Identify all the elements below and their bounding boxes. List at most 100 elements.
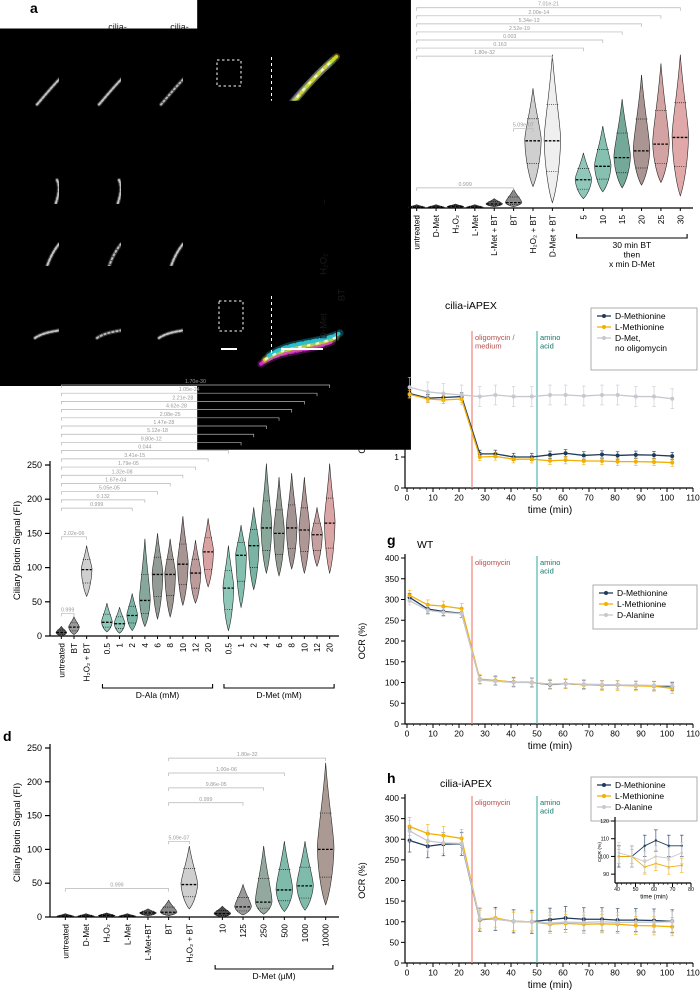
svg-text:1.47e-28: 1.47e-28 xyxy=(153,420,174,426)
svg-text:250: 250 xyxy=(260,924,269,938)
svg-text:110: 110 xyxy=(686,729,700,739)
svg-text:1.00e-06: 1.00e-06 xyxy=(216,767,237,773)
svg-text:350: 350 xyxy=(385,814,399,824)
svg-text:120: 120 xyxy=(600,819,609,825)
svg-text:0: 0 xyxy=(394,719,399,729)
series-L-Methionine xyxy=(617,848,684,875)
panel-g-chart: WT 0 50 100 150 200 250 300 350 400 0 10 20 30 40 50 60 7… xyxy=(357,539,700,752)
svg-text:10: 10 xyxy=(218,924,227,934)
svg-text:2: 2 xyxy=(394,421,399,431)
svg-text:0: 0 xyxy=(405,968,410,978)
svg-text:2.00e-14: 2.00e-14 xyxy=(528,10,549,16)
panel-label-d: d xyxy=(3,728,12,744)
violin-plot: 0 50 100 150 200 250 Ciliary Biotin Signal (FI… xyxy=(12,743,339,981)
svg-text:L-Methionine: L-Methionine xyxy=(617,599,666,609)
svg-text:1.32e-08: 1.32e-08 xyxy=(112,469,133,475)
svg-text:500: 500 xyxy=(280,924,289,938)
svg-text:70: 70 xyxy=(584,493,594,503)
svg-text:40: 40 xyxy=(506,968,516,978)
svg-text:L-Methionine: L-Methionine xyxy=(615,791,664,801)
svg-text:1.79e-05: 1.79e-05 xyxy=(118,461,139,467)
svg-text:1.70e-30: 1.70e-30 xyxy=(185,379,206,385)
svg-text:L-Met + BT: L-Met + BT xyxy=(490,215,499,256)
svg-text:untreated: untreated xyxy=(57,643,66,678)
svg-text:50: 50 xyxy=(532,968,542,978)
svg-text:12: 12 xyxy=(192,643,201,653)
svg-text:200: 200 xyxy=(379,69,394,79)
svg-text:D-Met (µM): D-Met (µM) xyxy=(252,971,295,981)
svg-text:D-Alanine: D-Alanine xyxy=(615,802,653,812)
svg-text:200: 200 xyxy=(27,777,42,787)
svg-text:0.003: 0.003 xyxy=(503,34,516,40)
panel-b-row-label-dmet: D-Met xyxy=(318,313,330,339)
svg-text:1000: 1000 xyxy=(301,924,310,943)
panel-label-g: g xyxy=(387,532,396,548)
svg-text:20: 20 xyxy=(454,493,464,503)
svg-text:6: 6 xyxy=(275,643,284,648)
svg-text:100: 100 xyxy=(27,844,42,854)
svg-text:100: 100 xyxy=(660,729,674,739)
svg-text:4.62e-28: 4.62e-28 xyxy=(166,404,187,410)
svg-text:50: 50 xyxy=(532,493,542,503)
svg-text:0.132: 0.132 xyxy=(96,494,109,500)
svg-text:2: 2 xyxy=(250,643,259,648)
svg-text:30: 30 xyxy=(676,215,685,225)
svg-text:30: 30 xyxy=(480,493,490,503)
svg-text:100: 100 xyxy=(385,917,399,927)
svg-text:100: 100 xyxy=(660,968,674,978)
svg-text:untreated: untreated xyxy=(413,215,422,250)
svg-text:250: 250 xyxy=(385,855,399,865)
svg-text:50: 50 xyxy=(390,698,400,708)
panel-label-h: h xyxy=(387,770,396,786)
panel-b-row-label-untreated: – xyxy=(318,199,330,205)
svg-text:time (min): time (min) xyxy=(528,980,572,991)
svg-text:250: 250 xyxy=(379,35,394,45)
svg-text:40: 40 xyxy=(614,887,620,893)
svg-text:D-Methionine: D-Methionine xyxy=(615,311,666,321)
svg-text:0: 0 xyxy=(405,729,410,739)
svg-text:100: 100 xyxy=(385,678,399,688)
svg-text:H₂O₂: H₂O₂ xyxy=(103,924,112,943)
panel-label-a: a xyxy=(30,0,38,16)
panel-b-bt-bracket-line xyxy=(336,234,337,356)
svg-text:30: 30 xyxy=(480,729,490,739)
svg-text:250: 250 xyxy=(385,615,399,625)
svg-text:150: 150 xyxy=(385,896,399,906)
line-plot: cilia-iAPEX 0 50 100 150 200 250 300 350 400 0 10 20… xyxy=(357,776,700,991)
svg-text:80: 80 xyxy=(688,887,694,893)
svg-text:3: 3 xyxy=(394,390,399,400)
series-D-Alanine xyxy=(407,596,675,691)
svg-text:5.09e-07: 5.09e-07 xyxy=(169,835,190,841)
svg-text:Ciliary Biotin Signal (FI): Ciliary Biotin Signal (FI) xyxy=(12,501,23,600)
svg-text:125: 125 xyxy=(239,924,248,938)
svg-text:10: 10 xyxy=(428,729,438,739)
svg-text:oligomycin /medium: oligomycin / medium xyxy=(475,333,516,350)
svg-text:0: 0 xyxy=(405,493,410,503)
svg-text:2.52e-19: 2.52e-19 xyxy=(509,26,530,32)
svg-text:30: 30 xyxy=(480,968,490,978)
violin-plot: 0 50 100 150 200 250 Ciliary Biotin Signal (FI… xyxy=(364,2,693,269)
svg-text:0.999: 0.999 xyxy=(90,502,103,508)
svg-text:L-Methionine: L-Methionine xyxy=(615,322,664,332)
svg-text:5.12e-18: 5.12e-18 xyxy=(147,428,168,434)
svg-text:0.5: 0.5 xyxy=(224,643,233,655)
svg-text:untreated: untreated xyxy=(61,924,70,959)
svg-text:D-Met + BT: D-Met + BT xyxy=(548,215,557,257)
svg-text:20: 20 xyxy=(454,968,464,978)
svg-text:10: 10 xyxy=(599,215,608,225)
svg-text:D-Ala (mM): D-Ala (mM) xyxy=(136,690,180,700)
svg-text:BT: BT xyxy=(510,215,519,225)
svg-text:60: 60 xyxy=(558,968,568,978)
svg-text:2: 2 xyxy=(128,643,137,648)
svg-text:7.01e-21: 7.01e-21 xyxy=(538,2,559,8)
svg-text:0.999: 0.999 xyxy=(459,182,472,188)
svg-text:time (min): time (min) xyxy=(640,894,668,901)
svg-text:250: 250 xyxy=(27,743,42,753)
svg-text:12: 12 xyxy=(313,643,322,653)
svg-text:OCR (%): OCR (%) xyxy=(357,862,367,899)
svg-text:OCR (%): OCR (%) xyxy=(357,623,367,660)
svg-text:OCR (%): OCR (%) xyxy=(597,842,603,862)
